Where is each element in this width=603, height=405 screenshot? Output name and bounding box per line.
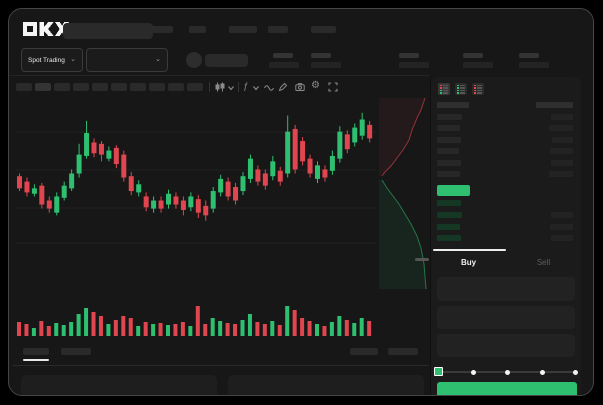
orderbook-view-both-icon[interactable]: [438, 83, 450, 95]
order-book-row[interactable]: [431, 125, 581, 132]
orderbook-view-bids-icon[interactable]: [455, 83, 467, 95]
order-book-row[interactable]: [431, 171, 581, 178]
nav-item[interactable]: [229, 26, 257, 33]
interval-button[interactable]: [187, 83, 203, 91]
bottom-tab-active[interactable]: [23, 348, 49, 355]
chart-type-icon[interactable]: [215, 82, 225, 92]
chevron-down-icon: ⌄: [70, 55, 76, 63]
order-book-row[interactable]: [431, 200, 581, 207]
order-book-row[interactable]: [431, 148, 581, 155]
orderbook-view-asks-icon[interactable]: [472, 83, 484, 95]
orders-panel-placeholder: [228, 375, 424, 395]
slider-stop-25[interactable]: [471, 370, 476, 375]
interval-button[interactable]: [149, 83, 165, 91]
last-price-badge[interactable]: [437, 185, 470, 196]
order-book-row[interactable]: [431, 212, 581, 219]
fullscreen-icon[interactable]: [328, 82, 338, 92]
app-window: Spot Trading ⌄ ⌄: [8, 8, 594, 396]
nav-item[interactable]: [150, 26, 173, 33]
order-book-row[interactable]: [431, 102, 581, 109]
interval-button[interactable]: [168, 83, 184, 91]
order-book-row[interactable]: [431, 114, 581, 121]
pair-name-placeholder: [205, 54, 248, 67]
market-type-selector[interactable]: Spot Trading ⌄: [21, 48, 83, 72]
line-chart-icon[interactable]: [264, 83, 274, 93]
chevron-down-icon[interactable]: [252, 84, 260, 92]
depth-scrollbar[interactable]: [415, 258, 429, 261]
coin-avatar[interactable]: [186, 52, 202, 68]
nav-item[interactable]: [189, 26, 206, 33]
order-book-row[interactable]: [431, 224, 581, 231]
nav-item[interactable]: [311, 26, 336, 33]
pair-selector[interactable]: ⌄: [86, 48, 168, 72]
settings-gear-icon[interactable]: ⚙: [311, 80, 320, 91]
slider-stop-50[interactable]: [505, 370, 510, 375]
slider-stop-100[interactable]: [573, 370, 578, 375]
interval-button[interactable]: [130, 83, 146, 91]
interval-button[interactable]: [16, 83, 32, 91]
screenshot-camera-icon[interactable]: [295, 82, 305, 92]
chevron-down-icon: ⌄: [155, 55, 161, 63]
amount-input[interactable]: [437, 306, 575, 329]
indicators-icon[interactable]: ƒ: [243, 81, 249, 91]
order-book-row[interactable]: [431, 137, 581, 144]
total-input[interactable]: [437, 334, 575, 357]
nav-item[interactable]: [268, 26, 288, 33]
price-input[interactable]: [437, 277, 575, 301]
search-input[interactable]: [63, 23, 153, 39]
interval-button[interactable]: [92, 83, 108, 91]
tab-sell[interactable]: Sell: [536, 258, 551, 267]
interval-button-active[interactable]: [35, 83, 51, 91]
interval-button[interactable]: [73, 83, 89, 91]
orders-panel-placeholder: [21, 375, 217, 395]
buy-tab-indicator: [433, 249, 506, 251]
depth-chart: [379, 97, 427, 290]
bottom-tab-indicator: [23, 359, 49, 361]
draw-tool-icon[interactable]: [278, 82, 288, 92]
market-type-label: Spot Trading: [28, 56, 65, 64]
chevron-down-icon[interactable]: [227, 84, 235, 92]
order-book-row[interactable]: [431, 160, 581, 167]
order-panel: Buy Sell: [431, 77, 581, 395]
buy-submit-button[interactable]: [437, 382, 577, 395]
slider-handle[interactable]: [434, 367, 443, 376]
interval-button[interactable]: [111, 83, 127, 91]
bottom-action[interactable]: [388, 348, 418, 355]
candlestick-chart[interactable]: [16, 101, 376, 291]
tab-buy[interactable]: Buy: [460, 258, 477, 267]
interval-button[interactable]: [54, 83, 70, 91]
order-book-row[interactable]: [431, 235, 581, 242]
volume-chart: [17, 306, 372, 336]
bottom-tab[interactable]: [61, 348, 91, 355]
slider-stop-75[interactable]: [540, 370, 545, 375]
bottom-action[interactable]: [350, 348, 378, 355]
